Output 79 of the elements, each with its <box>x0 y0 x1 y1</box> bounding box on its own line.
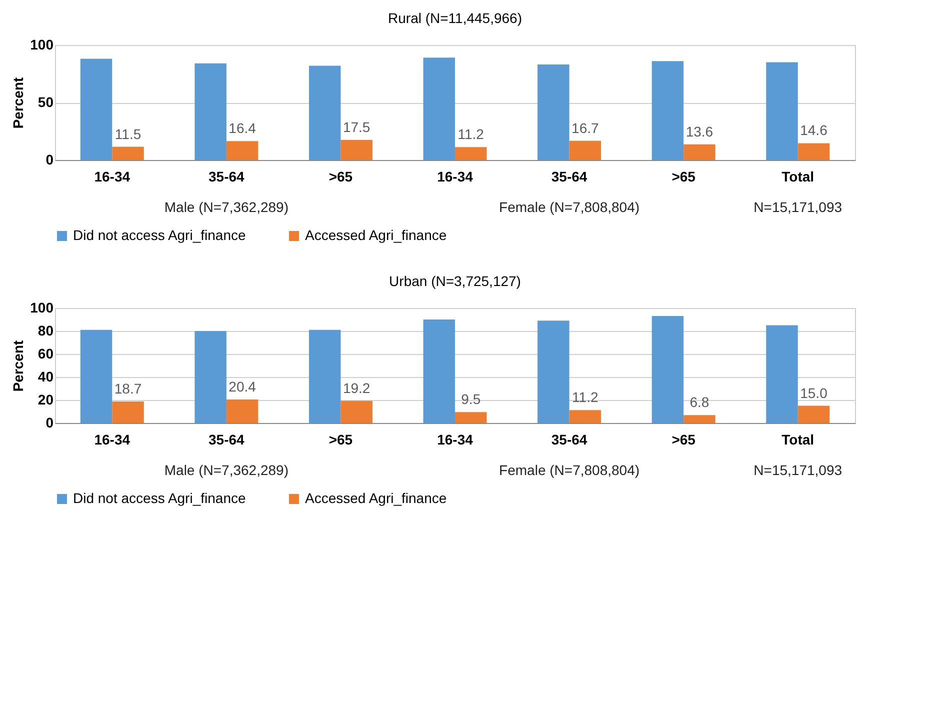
bar <box>766 62 798 160</box>
x-tick-label: >65 <box>672 432 696 448</box>
x-tick-label: 16-34 <box>437 168 474 184</box>
data-label: 16.7 <box>572 120 599 136</box>
bar <box>226 141 258 160</box>
text: N=15,171,093 <box>754 199 842 215</box>
data-label: 11.2 <box>572 389 598 406</box>
x-tick-label: 16-34 <box>94 432 130 448</box>
bar <box>226 400 258 423</box>
x-tick-label: 35-64 <box>208 168 245 184</box>
bar <box>652 316 684 423</box>
text: Male (N=7,362,289) <box>164 462 288 478</box>
x-tick-label: 16-34 <box>94 168 130 184</box>
chart-title: Urban (N=3,725,127) <box>389 273 521 289</box>
bar <box>80 58 112 160</box>
data-label: 19.2 <box>342 380 370 396</box>
y-axis-title: Percent <box>10 76 26 129</box>
chart-title: Rural (N=11,445,966) <box>388 10 522 26</box>
y-tick-label: 100 <box>30 300 54 316</box>
y-tick-label: 40 <box>38 368 54 384</box>
bar <box>455 147 487 160</box>
y-tick-label: 0 <box>46 152 54 168</box>
y-axis-title: Percent <box>10 340 26 392</box>
data-label: 14.6 <box>800 122 828 138</box>
bar <box>194 63 226 160</box>
bar <box>423 58 455 160</box>
legend-label: Accessed Agri_finance <box>305 227 447 243</box>
bar <box>538 64 570 160</box>
bar <box>652 61 684 160</box>
bar <box>308 330 341 423</box>
y-tick-label: 0 <box>46 414 54 430</box>
data-label: 13.6 <box>686 123 714 140</box>
bar <box>569 410 602 423</box>
legend-label: Accessed Agri_finance <box>305 490 447 506</box>
bar <box>80 330 112 423</box>
text: Female (N=7,808,804) <box>499 199 640 215</box>
legend-label: Did not access Agri_finance <box>73 490 246 506</box>
x-tick-label: 35-64 <box>208 432 245 448</box>
x-tick-label: 16-34 <box>437 432 474 448</box>
data-label: 18.7 <box>114 380 142 396</box>
bar <box>308 66 341 160</box>
x-tick-label: 35-64 <box>551 432 588 448</box>
y-tick-label: 100 <box>30 36 54 52</box>
bar <box>569 140 602 160</box>
bar <box>684 415 716 423</box>
bar <box>798 143 830 160</box>
data-label: 17.5 <box>342 118 370 135</box>
bar <box>194 331 226 423</box>
x-tick-label: Total <box>782 432 814 448</box>
x-tick-label: >65 <box>328 168 353 184</box>
data-label: 9.5 <box>461 391 481 408</box>
data-label: 11.2 <box>458 126 484 142</box>
y-tick-label: 20 <box>38 392 54 408</box>
text: N=15,171,093 <box>754 462 842 478</box>
y-tick-label: 60 <box>38 346 54 362</box>
data-label: 16.4 <box>228 120 256 136</box>
x-tick-label: >65 <box>328 432 353 448</box>
legend-label: Did not access Agri_finance <box>73 227 246 243</box>
text: Male (N=7,362,289) <box>164 199 288 215</box>
bar <box>684 144 716 160</box>
bar <box>538 320 570 423</box>
bar <box>112 146 144 160</box>
x-tick-label: >65 <box>672 168 696 184</box>
data-label: 11.5 <box>114 126 142 142</box>
bar <box>112 401 144 423</box>
text: Female (N=7,808,804) <box>499 462 640 478</box>
data-label: 20.4 <box>228 378 256 395</box>
y-tick-label: 50 <box>38 94 54 110</box>
bar <box>340 140 372 160</box>
data-label: 15.0 <box>800 384 828 401</box>
bar <box>340 400 372 423</box>
x-tick-label: 35-64 <box>551 168 588 184</box>
bar <box>798 406 830 423</box>
data-label: 6.8 <box>690 394 710 410</box>
bar <box>423 320 455 423</box>
x-tick-label: Total <box>782 168 814 184</box>
bar <box>455 412 487 423</box>
bar <box>766 325 798 423</box>
y-tick-label: 80 <box>38 322 54 338</box>
